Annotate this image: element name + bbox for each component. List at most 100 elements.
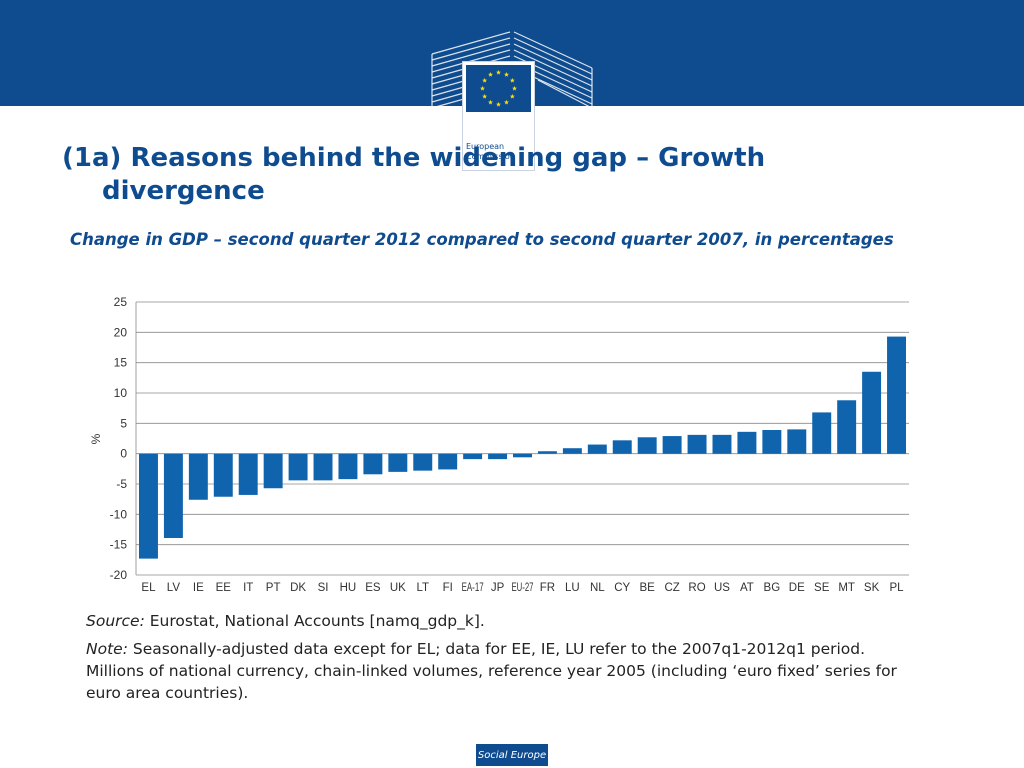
note-label: Note: <box>86 640 128 658</box>
x-tick-label: SI <box>318 582 329 594</box>
european-commission-logo: European Commission <box>430 28 594 170</box>
logo-text: European Commission <box>466 142 532 162</box>
title-line-2: divergence <box>102 176 265 206</box>
logo-box: European Commission <box>463 62 534 170</box>
x-tick-label: US <box>714 582 730 594</box>
bar <box>463 453 483 460</box>
bar <box>438 453 458 470</box>
x-tick-label: HU <box>340 582 357 594</box>
x-tick-label: MT <box>838 582 855 594</box>
bar <box>138 453 158 559</box>
bar <box>263 453 283 489</box>
x-tick-label: DE <box>789 582 805 594</box>
bar <box>537 451 557 454</box>
gdp-bar-chart: 25 20 15 10 5 0 -5 -10 -15 -20% EL LV IE EE IT PT DK SI HU… <box>89 295 909 594</box>
bar <box>712 434 732 454</box>
bar <box>213 453 233 497</box>
y-tick-label: 15 <box>114 356 128 370</box>
star-icon <box>488 99 493 105</box>
x-tick-label: IT <box>243 582 253 594</box>
star-icon <box>509 77 515 83</box>
bar <box>837 400 857 454</box>
bar <box>662 436 682 454</box>
x-tick-label: DK <box>290 582 306 594</box>
bar <box>388 453 408 472</box>
bar <box>513 453 532 458</box>
x-tick-label: IE <box>193 582 204 594</box>
bar <box>188 453 208 500</box>
x-tick-label: BG <box>764 582 781 594</box>
star-icon <box>512 85 517 91</box>
x-tick-label: FI <box>443 582 453 594</box>
x-tick-label: LT <box>416 582 429 594</box>
y-tick-label: 10 <box>114 386 128 400</box>
chart-notes: Source: Eurostat, National Accounts [nam… <box>86 610 926 710</box>
bar <box>163 453 183 538</box>
x-tick-label: FR <box>540 582 555 594</box>
x-tick-label: EU-27 <box>512 582 534 594</box>
x-tick-label: CY <box>614 582 630 594</box>
source-note: Source: Eurostat, National Accounts [nam… <box>86 610 926 632</box>
title-line-1: (1a) Reasons behind the widening gap – G… <box>62 143 766 173</box>
y-tick-label: -10 <box>110 507 128 521</box>
x-tick-label: EE <box>216 582 232 594</box>
x-tick-label: LV <box>167 582 181 594</box>
x-tick-label: ES <box>365 582 381 594</box>
note-text: Seasonally-adjusted data except for EL; … <box>86 640 897 702</box>
bar <box>363 453 383 475</box>
chart-subtitle: Change in GDP – second quarter 2012 comp… <box>70 230 894 249</box>
y-axis-label: % <box>89 433 103 444</box>
x-tick-label: JP <box>491 582 505 594</box>
star-icon <box>496 69 501 75</box>
y-tick-label: -5 <box>116 477 127 491</box>
method-note: Note: Seasonally-adjusted data except fo… <box>86 638 926 704</box>
y-tick-label: 0 <box>120 447 127 461</box>
star-icon <box>488 72 493 77</box>
y-tick-label: -20 <box>110 568 128 582</box>
x-tick-label: LU <box>565 582 580 594</box>
x-tick-label: EL <box>141 582 156 594</box>
y-tick-label: 20 <box>114 325 128 339</box>
bar <box>812 412 832 454</box>
star-icon <box>509 93 515 99</box>
bar <box>313 453 333 481</box>
x-tick-label: SE <box>814 582 830 594</box>
eu-flag <box>466 65 531 112</box>
x-tick-label: PL <box>889 582 904 594</box>
bar <box>862 371 882 454</box>
star-icon <box>480 85 485 91</box>
bar <box>488 453 508 460</box>
bar <box>612 440 632 454</box>
x-tick-label: AT <box>740 582 754 594</box>
x-tick-label: UK <box>390 582 406 594</box>
y-tick-label: 5 <box>120 416 127 430</box>
x-tick-label: SK <box>864 582 880 594</box>
logo-line-1: European <box>466 142 505 151</box>
star-icon <box>504 99 509 105</box>
star-icon <box>496 101 501 107</box>
bar <box>887 336 907 454</box>
bar <box>413 453 433 471</box>
x-tick-label: PT <box>266 582 281 594</box>
x-tick-label: RO <box>688 582 705 594</box>
x-tick-label: CZ <box>664 582 679 594</box>
bar <box>338 453 358 480</box>
bar <box>587 444 607 454</box>
source-text: Eurostat, National Accounts [namq_gdp_k]… <box>144 612 485 630</box>
star-icon <box>482 77 488 83</box>
bar <box>687 434 707 454</box>
bar <box>762 430 782 454</box>
social-europe-badge: Social Europe <box>476 744 548 766</box>
bar <box>288 453 308 481</box>
y-tick-label: 25 <box>114 295 128 309</box>
bar <box>238 453 258 495</box>
eu-stars-icon <box>480 69 517 107</box>
x-tick-label: NL <box>590 582 605 594</box>
bar <box>637 437 657 454</box>
bar <box>787 429 807 454</box>
slide-title: (1a) Reasons behind the widening gap – G… <box>62 142 962 208</box>
y-tick-label: -15 <box>110 538 128 552</box>
bar <box>737 431 757 454</box>
logo-line-2: Commission <box>466 152 515 161</box>
bar <box>562 448 582 454</box>
